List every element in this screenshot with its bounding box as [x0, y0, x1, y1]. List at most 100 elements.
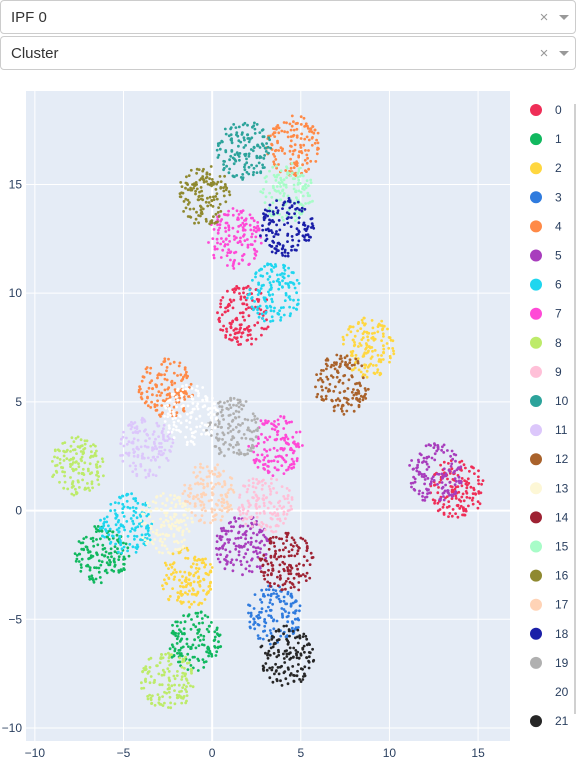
- scatter-point: [151, 447, 155, 450]
- scatter-point: [256, 453, 260, 457]
- scatter-point: [365, 369, 369, 373]
- scatter-point: [324, 397, 328, 401]
- scatter-point: [189, 684, 192, 688]
- scatter-point: [103, 517, 106, 521]
- scatter-point: [264, 436, 267, 440]
- close-icon[interactable]: ×: [539, 8, 549, 26]
- scatter-point: [276, 209, 280, 213]
- chevron-down-icon[interactable]: [553, 50, 575, 56]
- scatter-point: [222, 240, 225, 244]
- legend-item-8[interactable]: 8: [530, 336, 562, 350]
- scatter-point: [215, 628, 219, 631]
- sample-dropdown-value: IPF 0: [11, 8, 47, 26]
- scatter-point: [224, 230, 228, 233]
- legend-item-3[interactable]: 3: [530, 190, 562, 204]
- legend-item-13[interactable]: 13: [530, 481, 569, 495]
- scatter-point: [202, 577, 205, 581]
- legend-label: 11: [555, 423, 568, 437]
- scatter-point: [264, 180, 268, 184]
- legend-item-9[interactable]: 9: [530, 365, 562, 379]
- scatter-point: [139, 519, 143, 523]
- scatter-point: [469, 485, 473, 489]
- scatter-point: [123, 528, 126, 532]
- legend-item-16[interactable]: 16: [530, 569, 569, 583]
- scatter-point: [287, 465, 291, 469]
- legend-item-12[interactable]: 12: [530, 452, 569, 466]
- legend-item-21[interactable]: 21: [530, 714, 569, 728]
- legend-item-7[interactable]: 7: [530, 307, 562, 321]
- scatter-point: [289, 504, 293, 508]
- scatter-point: [284, 254, 287, 258]
- scatter-point: [264, 327, 268, 331]
- scatter-point: [232, 397, 236, 400]
- legend-item-1[interactable]: 1: [530, 132, 562, 146]
- color-by-dropdown[interactable]: Cluster ×: [0, 36, 576, 70]
- scatter-point: [269, 554, 273, 558]
- legend-item-15[interactable]: 15: [530, 540, 569, 554]
- scatter-point: [72, 456, 76, 460]
- legend-item-17[interactable]: 17: [530, 598, 569, 612]
- legend-item-6[interactable]: 6: [530, 278, 562, 292]
- legend-item-10[interactable]: 10: [530, 394, 569, 408]
- scatter-point: [166, 415, 170, 418]
- scatter-point: [133, 537, 136, 541]
- scatter-point: [125, 492, 129, 496]
- close-icon[interactable]: ×: [539, 44, 549, 62]
- legend-item-19[interactable]: 19: [530, 656, 569, 670]
- scatter-point: [136, 501, 140, 505]
- chevron-down-icon[interactable]: [553, 14, 575, 20]
- scatter-point: [363, 323, 366, 327]
- scatter-point: [446, 477, 449, 481]
- legend-item-20[interactable]: 20: [530, 685, 569, 699]
- scatter-point: [271, 474, 275, 477]
- scatter-point: [204, 200, 208, 204]
- scatter-point: [114, 516, 118, 520]
- scatter-point: [277, 597, 281, 601]
- scatter-point: [158, 445, 162, 449]
- scatter-point: [84, 535, 88, 539]
- scatter-point: [349, 330, 353, 334]
- scatter-point: [252, 124, 256, 128]
- scatter-point: [211, 518, 215, 522]
- scatter-point: [234, 288, 238, 292]
- scatter-point: [237, 125, 241, 129]
- legend-item-14[interactable]: 14: [530, 510, 569, 524]
- scatter-point: [271, 680, 275, 684]
- legend-item-11[interactable]: 11: [530, 423, 568, 437]
- scatter-point: [62, 454, 66, 458]
- scatter-point: [72, 484, 75, 488]
- scatter-point: [241, 505, 245, 508]
- scatter-point: [287, 208, 291, 212]
- scatter-point: [278, 563, 282, 567]
- legend-item-2[interactable]: 2: [530, 161, 562, 175]
- scatter-point: [232, 412, 236, 415]
- scatter-point: [173, 381, 177, 385]
- legend-item-4[interactable]: 4: [530, 219, 562, 233]
- scatter-point: [151, 520, 155, 523]
- scatter-point: [254, 226, 258, 230]
- sample-dropdown[interactable]: IPF 0 ×: [0, 0, 576, 34]
- scatter-point: [95, 473, 98, 477]
- legend-item-18[interactable]: 18: [530, 627, 569, 641]
- scatter-point: [161, 551, 164, 555]
- scatter-point: [251, 444, 254, 448]
- legend-item-5[interactable]: 5: [530, 249, 562, 263]
- scatter-point: [234, 331, 238, 335]
- legend-scrollbar[interactable]: [574, 104, 576, 714]
- scatter-point: [423, 496, 427, 499]
- scatter-point: [345, 333, 349, 337]
- scatter-point: [334, 385, 337, 389]
- legend-item-0[interactable]: 0: [530, 103, 562, 117]
- scatter-point: [100, 457, 104, 461]
- scatter-point: [432, 479, 436, 482]
- scatter-point: [237, 330, 241, 334]
- scatter-point: [159, 517, 163, 521]
- scatter-point: [195, 563, 199, 566]
- scatter-point: [250, 235, 254, 239]
- scatter-point: [184, 181, 188, 185]
- scatter-point: [307, 651, 311, 654]
- scatter-point: [243, 327, 247, 331]
- scatter-point: [91, 576, 94, 580]
